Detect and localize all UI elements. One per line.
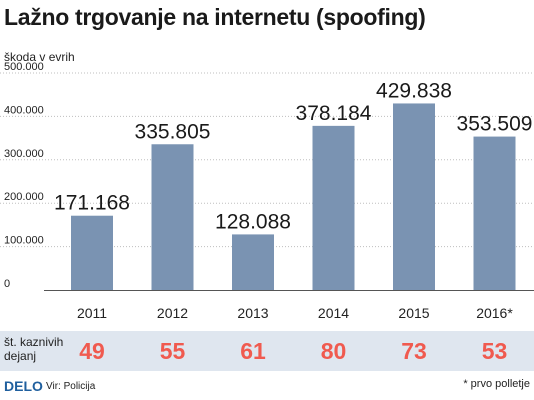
bar bbox=[473, 136, 516, 290]
y-tick-label: 500.000 bbox=[4, 61, 44, 73]
source-note: Vir: Policija bbox=[46, 381, 96, 392]
bar-chart: 0 100.000 200.000 300.000 400.000 500.000 171.… bbox=[0, 61, 534, 321]
cases-label: št. kaznivih dejanj bbox=[4, 335, 63, 363]
cases-label-line1: št. kaznivih bbox=[4, 335, 64, 349]
y-tick-label: 0 bbox=[4, 278, 10, 290]
bar bbox=[151, 144, 194, 290]
bar bbox=[71, 215, 113, 290]
cases-value: 80 bbox=[320, 338, 347, 364]
y-tick-label: 400.000 bbox=[4, 104, 44, 116]
cases-band bbox=[0, 331, 534, 371]
bar-value-label: 429.838 bbox=[376, 79, 452, 102]
cases-value: 53 bbox=[481, 338, 508, 364]
bar-value-label: 335.805 bbox=[135, 120, 211, 143]
x-tick-label: 2014 bbox=[318, 305, 349, 321]
x-tick-label: 2016* bbox=[476, 305, 513, 321]
bar bbox=[393, 103, 435, 290]
cases-value: 61 bbox=[240, 338, 266, 364]
x-tick-label: 2012 bbox=[157, 305, 188, 321]
cases-value: 73 bbox=[401, 338, 427, 364]
cases-label-line2: dejanj bbox=[4, 349, 37, 363]
y-axis-unit-label: škoda v evrih bbox=[4, 50, 75, 64]
y-tick-label: 100.000 bbox=[4, 235, 44, 247]
footnote: * prvo polletje bbox=[463, 378, 530, 390]
x-tick-label: 2015 bbox=[398, 305, 429, 321]
x-tick-label: 2011 bbox=[77, 305, 107, 321]
x-tick-label: 2013 bbox=[237, 305, 268, 321]
delo-logo: DELO bbox=[4, 378, 43, 394]
bar-value-label: 128.088 bbox=[215, 210, 291, 233]
y-tick-label: 300.000 bbox=[4, 148, 44, 160]
bar-value-label: 171.168 bbox=[54, 192, 130, 215]
cases-value: 49 bbox=[79, 338, 105, 364]
chart-title: Lažno trgovanje na internetu (spoofing) bbox=[4, 4, 426, 30]
bar-value-label: 353.509 bbox=[457, 113, 533, 136]
bar-value-label: 378.184 bbox=[296, 102, 372, 125]
y-tick-label: 200.000 bbox=[4, 191, 44, 203]
bar bbox=[232, 234, 274, 290]
bar bbox=[312, 125, 355, 291]
cases-value: 55 bbox=[159, 338, 186, 364]
